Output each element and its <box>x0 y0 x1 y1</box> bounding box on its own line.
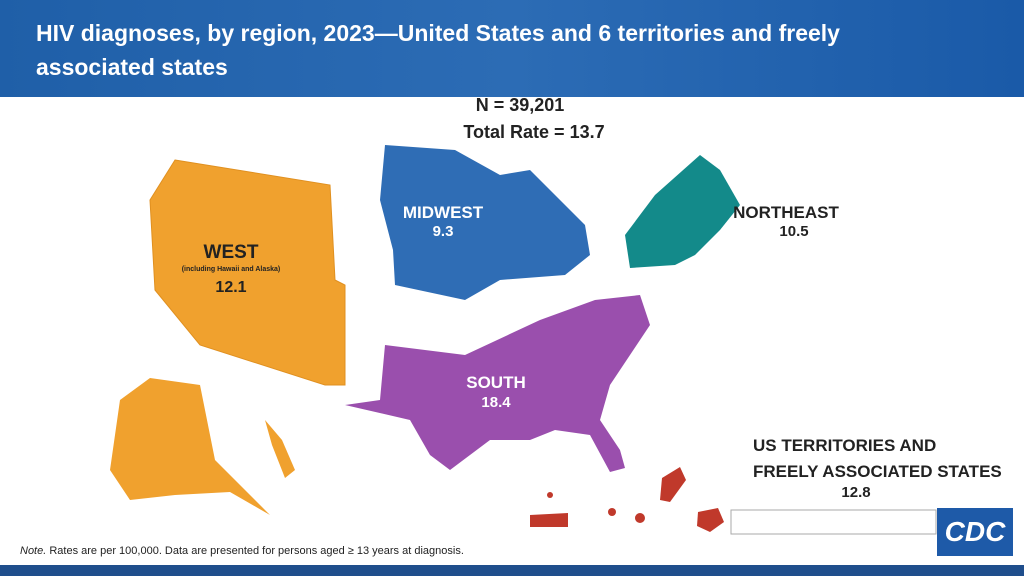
territory-shape <box>635 513 645 523</box>
region-name: WEST <box>203 242 259 263</box>
region-rate: 18.4 <box>481 394 511 411</box>
header-band <box>0 0 1024 97</box>
note-text: Rates are per 100,000. Data are presente… <box>49 545 464 557</box>
blank-box <box>730 509 937 535</box>
region-name: MIDWEST <box>402 203 484 222</box>
south-shape <box>345 295 650 472</box>
footer-band <box>0 565 1024 576</box>
territory-shape <box>547 492 553 498</box>
region-rate: 9.3 <box>432 223 454 240</box>
logo: CDC <box>937 508 1013 556</box>
hawaii-shape <box>265 420 295 478</box>
alaska-shape <box>110 378 270 515</box>
territory-shape <box>697 508 724 532</box>
territory-shape <box>660 467 686 502</box>
midwest-shape <box>380 145 590 300</box>
title: HIV diagnoses, by region, 2023—United St… <box>36 20 840 80</box>
region-name: SOUTH <box>466 373 526 392</box>
note: Note. Rates are per 100,000. Data are pr… <box>20 545 464 557</box>
region-name: NORTHEAST <box>733 203 839 222</box>
region-sublabel: (including Hawaii and Alaska) <box>181 266 281 273</box>
region-rate: 12.1 <box>215 279 247 296</box>
territory-shape <box>530 513 568 527</box>
west-shape <box>149 159 346 386</box>
region-name: FREELY ASSOCIATED STATES <box>753 462 1002 481</box>
total-rate: Total Rate = 13.7 <box>463 122 605 142</box>
territory-shape <box>608 508 616 516</box>
region-rate: 12.8 <box>841 484 871 501</box>
region-name: US TERRITORIES AND <box>753 436 937 455</box>
northeast-shape <box>625 155 740 268</box>
region-rate: 10.5 <box>779 223 809 240</box>
note-label: Note. <box>20 545 47 557</box>
total-n: N = 39,201 <box>475 95 565 115</box>
